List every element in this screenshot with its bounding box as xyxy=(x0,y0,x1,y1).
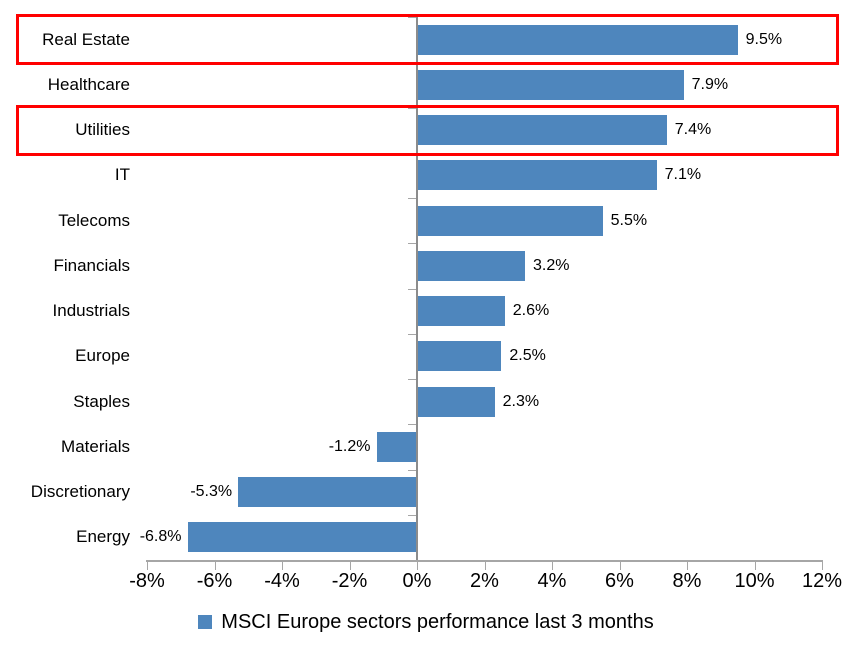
x-axis-tick-label: 10% xyxy=(734,570,775,592)
bar xyxy=(417,205,603,236)
x-axis-tick-label: 6% xyxy=(605,570,634,592)
data-label: -6.8% xyxy=(139,528,182,546)
bar xyxy=(417,296,505,327)
x-axis-tick-label: 2% xyxy=(470,570,499,592)
data-label: 5.5% xyxy=(610,211,648,229)
data-label: 7.4% xyxy=(674,121,712,139)
category-axis-tick xyxy=(408,288,417,290)
y-axis-line xyxy=(416,17,418,560)
category-axis-tick xyxy=(408,198,417,199)
category-axis-tick xyxy=(408,243,417,245)
x-axis-line xyxy=(146,560,823,562)
data-label: 9.5% xyxy=(745,30,783,48)
x-axis-tick xyxy=(687,562,688,570)
category-label: Energy xyxy=(76,527,130,547)
x-axis-tick-label: -2% xyxy=(331,570,368,592)
category-label: Materials xyxy=(61,436,130,456)
legend: MSCI Europe sectors performance last 3 m… xyxy=(0,604,852,640)
category-label: Financials xyxy=(53,255,130,275)
x-axis-tick xyxy=(417,562,418,570)
category-label: Staples xyxy=(73,391,130,411)
bar xyxy=(417,24,738,55)
category-axis-tick xyxy=(408,379,417,380)
x-axis-tick xyxy=(147,562,148,570)
x-axis-tick-label: 8% xyxy=(672,570,702,592)
category-label: Real Estate xyxy=(42,29,130,49)
data-label: 7.1% xyxy=(664,166,702,184)
x-axis-tick xyxy=(822,562,823,570)
x-axis-tick xyxy=(282,562,283,570)
category-axis-tick xyxy=(408,107,417,109)
category-axis-tick xyxy=(408,17,417,18)
data-label: -1.2% xyxy=(328,437,371,455)
x-axis-tick-label: 12% xyxy=(801,570,843,592)
bar xyxy=(187,522,417,553)
bar xyxy=(417,386,495,417)
bar xyxy=(417,160,657,191)
data-label: 2.3% xyxy=(502,392,540,410)
data-label: 7.9% xyxy=(691,75,729,93)
category-label: Discretionary xyxy=(30,482,130,502)
x-axis-tick-label: -4% xyxy=(264,570,300,592)
x-axis-tick-label: 4% xyxy=(537,570,567,592)
category-axis-tick xyxy=(408,514,417,516)
x-axis-tick xyxy=(754,562,756,570)
x-axis-tick-label: 0% xyxy=(402,570,432,592)
category-label: IT xyxy=(114,165,130,185)
bar xyxy=(417,69,684,100)
legend-label: MSCI Europe sectors performance last 3 m… xyxy=(221,610,654,633)
category-label: Europe xyxy=(75,346,130,366)
data-label: -5.3% xyxy=(190,483,233,501)
category-axis-tick xyxy=(408,469,417,471)
x-axis-tick xyxy=(619,562,621,570)
bar xyxy=(238,477,417,508)
category-label: Healthcare xyxy=(47,74,130,94)
bar xyxy=(417,115,667,146)
data-label: 2.6% xyxy=(512,302,550,320)
category-axis-tick xyxy=(408,424,417,426)
data-label: 3.2% xyxy=(533,256,570,274)
x-axis-tick xyxy=(552,562,553,570)
category-label: Telecoms xyxy=(58,210,130,230)
x-axis-tick-label: -8% xyxy=(129,570,165,592)
data-label: 2.5% xyxy=(509,347,546,365)
category-axis-tick xyxy=(408,333,417,335)
x-axis-tick xyxy=(349,562,351,570)
x-axis-tick xyxy=(214,562,216,570)
category-label: Utilities xyxy=(75,120,130,140)
legend-marker-icon xyxy=(198,615,213,629)
bar xyxy=(376,431,417,462)
bar xyxy=(417,341,502,372)
category-label: Industrials xyxy=(52,301,130,321)
x-axis-tick xyxy=(484,562,486,570)
x-axis-tick-label: -6% xyxy=(196,570,233,592)
bar xyxy=(417,250,525,281)
